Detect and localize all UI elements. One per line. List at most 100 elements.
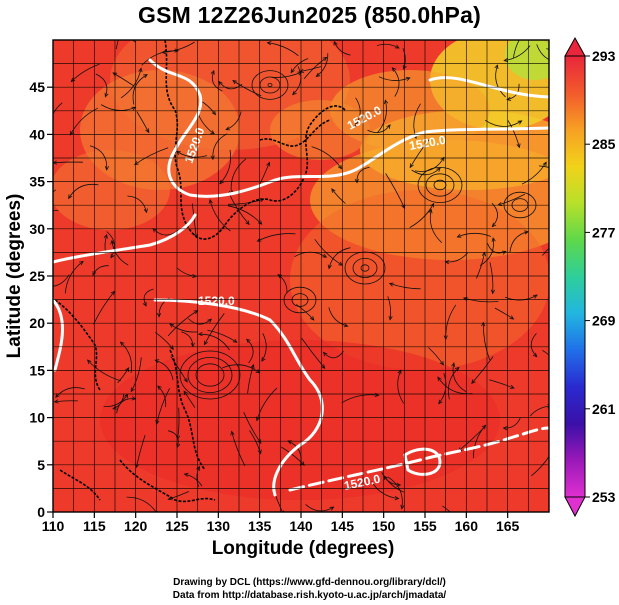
streamline [292,66,302,95]
streamline [531,455,549,477]
streamline-arrowhead [183,377,188,383]
streamline [243,411,262,444]
streamline-arrowhead [211,110,216,116]
vortex-streamline [251,70,289,100]
streamline [479,237,494,266]
streamline [530,405,549,417]
x-axis: 110 115 120 125 130 135 140 145 150 155 160 165 [42,512,520,534]
streamline-arrowhead [428,208,433,214]
streamline-arrowhead [437,376,442,382]
streamline [507,120,520,148]
streamline [376,100,387,134]
streamline-arrowhead [327,264,332,270]
x-tick-label: 140 [289,518,313,534]
streamline [503,417,521,429]
streamline [354,97,361,127]
y-tick-label: 40 [29,126,45,142]
streamline-arrowhead [320,364,326,370]
streamline-arrowhead [225,126,231,131]
streamline-arrowhead [542,161,547,167]
streamline-arrowhead [204,340,208,346]
streamline-arrowhead [261,357,266,362]
streamline [177,407,180,440]
streamline [303,57,327,80]
streamline-arrowhead [292,90,297,96]
streamline [92,265,109,276]
streamline-arrowhead [322,56,328,62]
streamline-arrowhead [529,24,533,28]
streamline [257,233,296,242]
streamline-arrowhead [245,220,250,226]
streamline [247,364,254,394]
streamline [387,296,392,320]
streamline [299,66,322,72]
streamline-arrowhead [219,179,224,185]
streamline [211,70,223,92]
streamline [69,107,98,135]
streamline [381,471,401,486]
streamline [542,349,549,356]
streamline-arrowhead [169,323,174,328]
streamline [157,385,167,408]
streamline-arrowhead [53,399,59,404]
streamline-arrowhead [257,220,263,225]
streamline-arrowhead [183,472,189,477]
streamline-arrowhead [315,72,321,77]
streamline [188,318,212,325]
streamline-arrowhead [436,167,441,172]
x-tick-label: 150 [372,518,396,534]
streamline [389,283,421,290]
x-tick-label: 125 [165,518,189,534]
figure-title: GSM 12Z26Jun2025 (850.0hPa) [138,2,481,28]
streamline-arrowhead [491,222,497,228]
streamline [168,491,189,500]
streamline-arrowhead [559,374,562,378]
streamline [222,364,260,374]
streamline-arrowhead [218,80,223,86]
streamline-arrowhead [343,323,349,328]
streamline-arrowhead [197,332,203,337]
streamline [181,331,194,347]
streamline [536,44,549,60]
streamline [53,274,70,287]
streamline [156,388,170,425]
streamline-arrowhead [250,363,255,369]
streamline [131,40,137,43]
streamline-arrowhead [69,130,74,136]
streamline-arrowhead [400,504,405,510]
streamline [134,147,169,165]
streamline-arrowhead [266,41,272,46]
credit-line-data: Data from http://database.rish.kyoto-u.a… [172,590,447,601]
streamline-arrowhead [502,426,508,431]
x-tick-label: 115 [83,518,106,534]
credit-line-drawing: Drawing by DCL (https://www.gfd-dennou.o… [173,577,446,588]
streamline-arrowhead [41,285,45,288]
vortex-streamline [187,356,233,393]
streamline-arrowhead [384,99,389,105]
streamline-arrowhead [388,282,394,287]
streamline [301,337,326,369]
streamline [111,240,129,266]
streamline [204,313,225,345]
streamline-arrowhead [92,271,97,276]
streamline [367,124,391,134]
streamline [120,68,142,99]
y-tick-label: 10 [29,410,45,426]
streamline [409,139,430,168]
y-tick-label: 0 [37,504,45,520]
streamline-arrowhead [388,315,393,321]
streamline-arrowhead [257,449,262,455]
colorbar: 293 285 277 269 261 253 [564,36,616,518]
streamline-arrowhead [405,77,411,81]
streamline-arrowhead [439,360,444,366]
streamline [546,48,549,50]
streamline-arrowhead [154,359,160,364]
streamline [191,203,197,238]
streamline [429,209,443,243]
streamline [495,64,506,98]
streamline [100,104,136,111]
streamline-arrowhead [481,424,487,430]
x-tick-label: 130 [207,518,231,534]
streamline [106,231,115,258]
streamline-arrowhead [55,393,60,398]
